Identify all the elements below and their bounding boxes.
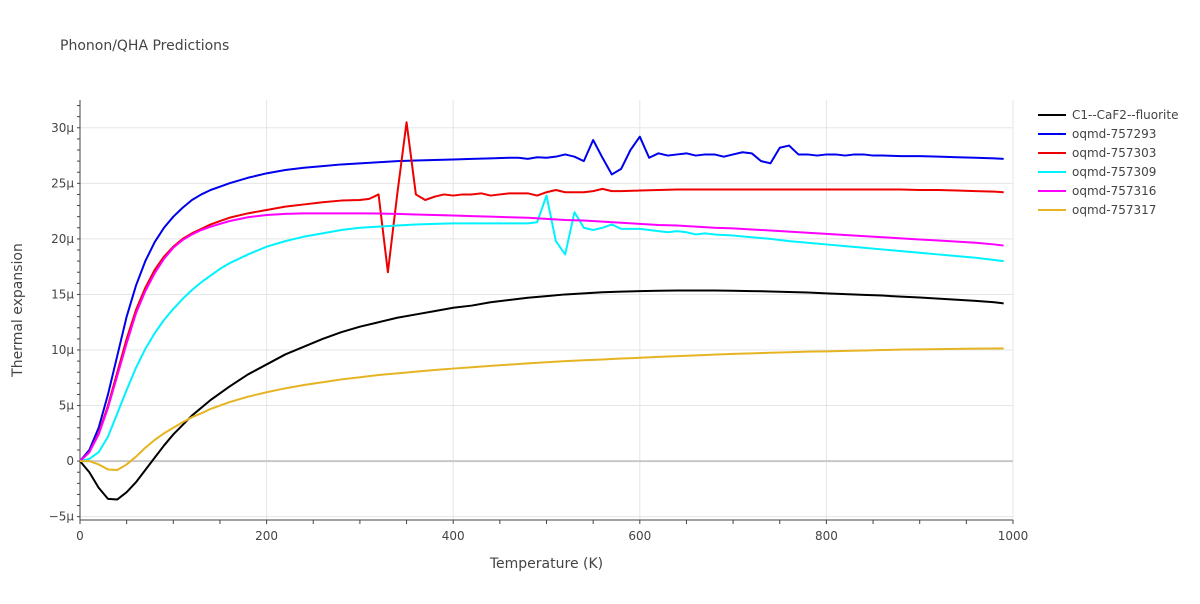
legend-item-6[interactable]: oqmd-757317 [1038, 203, 1156, 217]
y-tick-label: −5μ [49, 510, 75, 524]
series-line-6 [80, 347, 1004, 471]
series-line-2 [80, 135, 1004, 462]
y-tick-label: 5μ [59, 399, 75, 413]
legend-item-1[interactable]: C1--CaF2--fluorite [1038, 108, 1178, 122]
x-tick-label: 1000 [998, 529, 1029, 543]
y-tick-label: 15μ [51, 287, 74, 301]
legend-label: oqmd-757303 [1072, 146, 1156, 160]
x-tick-label: 800 [815, 529, 838, 543]
y-tick-label: 0 [66, 454, 74, 468]
x-tick-label: 400 [442, 529, 465, 543]
legend-item-3[interactable]: oqmd-757303 [1038, 146, 1156, 160]
chart-title: Phonon/QHA Predictions [60, 38, 229, 54]
legend-label: oqmd-757316 [1072, 184, 1156, 198]
x-tick-label: 200 [255, 529, 278, 543]
series-lines [80, 121, 1004, 501]
series-line-5 [80, 212, 1004, 462]
legend-label: oqmd-757293 [1072, 127, 1156, 141]
x-tick-label: 600 [628, 529, 651, 543]
y-tick-label: 20μ [51, 232, 74, 246]
y-tick-label: 30μ [51, 121, 74, 135]
legend-label: oqmd-757309 [1072, 165, 1156, 179]
series-line-4 [80, 194, 1004, 463]
legend-item-2[interactable]: oqmd-757293 [1038, 127, 1156, 141]
x-tick-label: 0 [76, 529, 84, 543]
legend-item-4[interactable]: oqmd-757309 [1038, 165, 1156, 179]
legend-item-5[interactable]: oqmd-757316 [1038, 184, 1156, 198]
x-axis-label: Temperature (K) [489, 556, 603, 572]
legend[interactable]: C1--CaF2--fluorite oqmd-757293 oqmd-757303… [1038, 108, 1178, 217]
axes [77, 100, 1014, 524]
legend-label: oqmd-757317 [1072, 203, 1156, 217]
y-tick-label: 10μ [51, 343, 74, 357]
y-tick-label: 25μ [51, 176, 74, 190]
series-line-3 [80, 121, 1004, 462]
legend-label: C1--CaF2--fluorite [1072, 108, 1178, 122]
y-axis-label: Thermal expansion [10, 243, 26, 378]
series-line-1 [80, 289, 1004, 501]
